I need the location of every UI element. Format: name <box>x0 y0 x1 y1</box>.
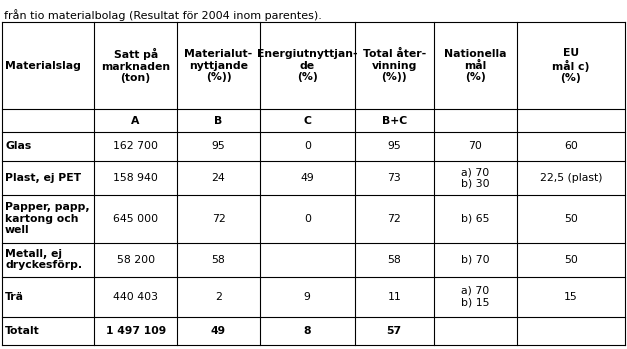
Text: A: A <box>132 116 140 126</box>
Text: 70: 70 <box>468 141 482 151</box>
Text: 0: 0 <box>303 141 311 151</box>
Text: 162 700: 162 700 <box>113 141 158 151</box>
Text: Glas: Glas <box>5 141 31 151</box>
Text: Totalt: Totalt <box>5 326 40 336</box>
Text: a) 70
b) 15: a) 70 b) 15 <box>461 286 490 307</box>
Text: 1 497 109: 1 497 109 <box>105 326 166 336</box>
Text: Satt på
marknaden
(ton): Satt på marknaden (ton) <box>101 48 170 83</box>
Text: Total åter-
vinning
(%)): Total åter- vinning (%)) <box>362 49 426 82</box>
Text: 24: 24 <box>212 173 225 183</box>
Text: EU
mål c)
(%): EU mål c) (%) <box>552 48 589 83</box>
Text: 22,5 (plast): 22,5 (plast) <box>540 173 602 183</box>
Text: 58: 58 <box>387 254 401 265</box>
Text: 49: 49 <box>300 173 314 183</box>
Text: 11: 11 <box>387 292 401 302</box>
Text: b) 70: b) 70 <box>461 254 490 265</box>
Text: 58: 58 <box>212 254 225 265</box>
Text: 49: 49 <box>211 326 226 336</box>
Text: 2: 2 <box>215 292 222 302</box>
Text: 72: 72 <box>387 214 401 224</box>
Text: a) 70
b) 30: a) 70 b) 30 <box>461 167 490 189</box>
Text: 440 403: 440 403 <box>113 292 158 302</box>
Text: 158 940: 158 940 <box>113 173 158 183</box>
Text: 50: 50 <box>564 254 577 265</box>
Text: B+C: B+C <box>382 116 407 126</box>
Text: 72: 72 <box>212 214 225 224</box>
Text: 57: 57 <box>387 326 402 336</box>
Text: 0: 0 <box>303 214 311 224</box>
Text: 15: 15 <box>564 292 577 302</box>
Text: C: C <box>303 116 311 126</box>
Text: b) 65: b) 65 <box>461 214 490 224</box>
Text: Materialslag: Materialslag <box>5 61 81 70</box>
Text: 58 200: 58 200 <box>117 254 155 265</box>
Text: 95: 95 <box>212 141 225 151</box>
Text: från tio materialbolag (Resultat för 2004 inom parentes).: från tio materialbolag (Resultat för 200… <box>4 9 322 21</box>
Text: Energiutnyttjan-
de
(%): Energiutnyttjan- de (%) <box>257 49 357 82</box>
Text: Trä: Trä <box>5 292 24 302</box>
Text: 50: 50 <box>564 214 577 224</box>
Text: Metall, ej
dryckesförp.: Metall, ej dryckesförp. <box>5 249 82 270</box>
Text: Nationella
mål
(%): Nationella mål (%) <box>444 49 507 82</box>
Text: 9: 9 <box>304 292 311 302</box>
Text: 60: 60 <box>564 141 577 151</box>
Text: 95: 95 <box>387 141 401 151</box>
Text: 8: 8 <box>303 326 311 336</box>
Text: 645 000: 645 000 <box>113 214 158 224</box>
Text: B: B <box>214 116 223 126</box>
Text: 73: 73 <box>387 173 401 183</box>
Text: Plast, ej PET: Plast, ej PET <box>5 173 81 183</box>
Text: Papper, papp,
kartong och
well: Papper, papp, kartong och well <box>5 202 90 235</box>
Text: Materialut-
nyttjande
(%)): Materialut- nyttjande (%)) <box>184 49 253 82</box>
